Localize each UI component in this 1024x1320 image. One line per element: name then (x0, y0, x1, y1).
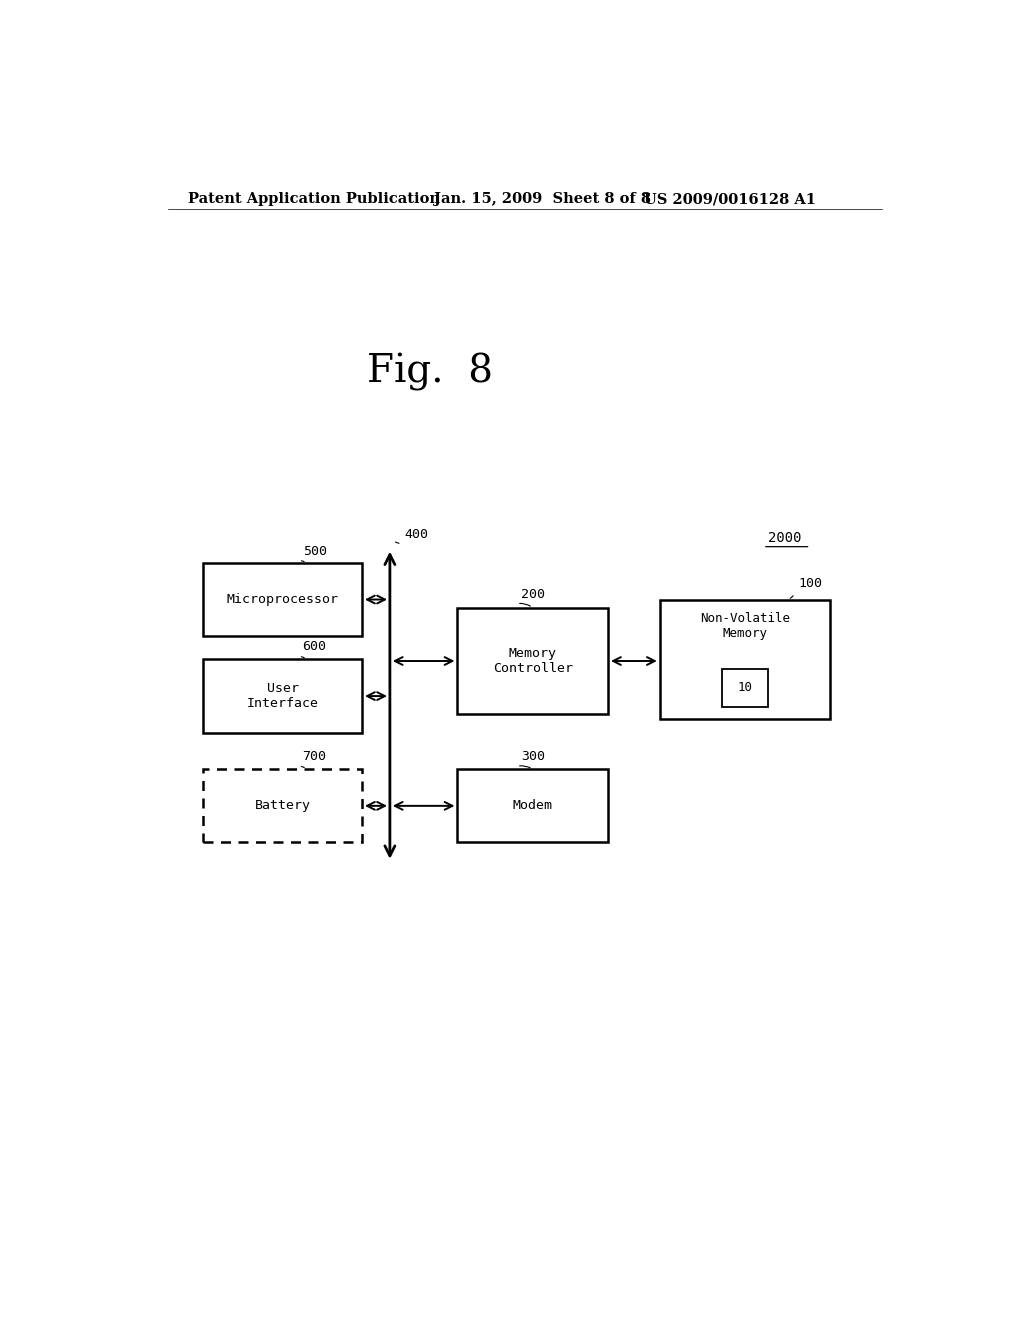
Text: Battery: Battery (255, 800, 310, 812)
Bar (659, 599, 830, 719)
Text: 600: 600 (303, 640, 327, 653)
Bar (722, 669, 768, 708)
Bar (458, 770, 608, 842)
Text: 500: 500 (303, 545, 327, 558)
Bar (204, 770, 362, 842)
Bar (204, 562, 362, 636)
Text: Jan. 15, 2009  Sheet 8 of 8: Jan. 15, 2009 Sheet 8 of 8 (433, 191, 650, 206)
Text: 700: 700 (303, 750, 327, 763)
Text: User
Interface: User Interface (247, 682, 318, 710)
Text: 200: 200 (521, 587, 545, 601)
Text: 300: 300 (521, 750, 545, 763)
Text: US 2009/0016128 A1: US 2009/0016128 A1 (644, 191, 816, 206)
Text: 400: 400 (404, 528, 428, 541)
Text: Non-Volatile
Memory: Non-Volatile Memory (700, 611, 791, 640)
Bar (204, 660, 362, 733)
Text: Fig.  8: Fig. 8 (367, 352, 493, 391)
Text: 2000: 2000 (768, 531, 802, 545)
Text: Modem: Modem (513, 800, 553, 812)
Text: Microprocessor: Microprocessor (226, 593, 339, 606)
Bar (458, 607, 608, 714)
Text: 10: 10 (737, 681, 752, 694)
Text: Memory
Controller: Memory Controller (493, 647, 572, 675)
Text: 100: 100 (799, 577, 822, 590)
Text: Patent Application Publication: Patent Application Publication (187, 191, 439, 206)
